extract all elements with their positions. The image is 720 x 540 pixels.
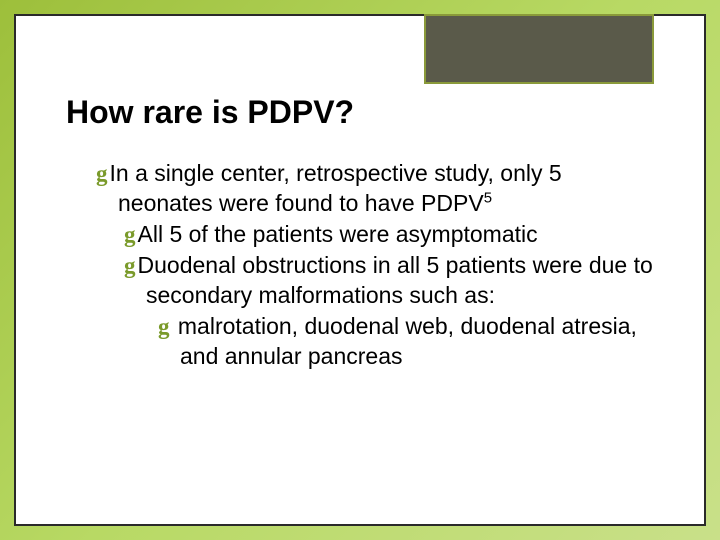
bullet-icon: g xyxy=(96,161,108,186)
bullet-level2: gAll 5 of the patients were asymptomatic xyxy=(124,220,654,250)
citation-sup: 5 xyxy=(484,189,492,206)
bullet-level2: gDuodenal obstructions in all 5 patients… xyxy=(124,251,654,310)
slide-frame: How rare is PDPV? gIn a single center, r… xyxy=(14,14,706,526)
bullet-text: malrotation, duodenal web, duodenal atre… xyxy=(172,313,637,369)
slide-title: How rare is PDPV? xyxy=(66,94,654,131)
corner-decoration xyxy=(424,14,654,84)
bullet-level3: g malrotation, duodenal web, duodenal at… xyxy=(158,312,654,371)
bullet-text: In a single center, retrospective study,… xyxy=(110,160,562,216)
bullet-text: All 5 of the patients were asymptomatic xyxy=(138,221,538,247)
bullet-icon: g xyxy=(124,253,136,278)
bullet-level1: gIn a single center, retrospective study… xyxy=(96,159,654,218)
bullet-icon: g xyxy=(158,314,170,339)
bullet-icon: g xyxy=(124,222,136,247)
bullet-text: Duodenal obstructions in all 5 patients … xyxy=(138,252,653,308)
